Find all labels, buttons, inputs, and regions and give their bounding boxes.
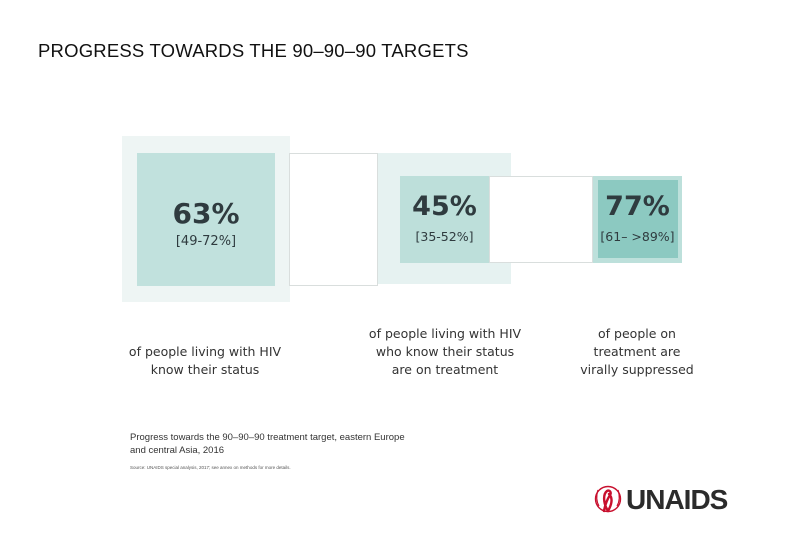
stage-1-percent: 63% — [137, 197, 275, 230]
stage-3-label-line: treatment are — [572, 343, 702, 361]
stage-3-label-line: virally suppressed — [572, 361, 702, 379]
ribbon-emblem-icon — [592, 484, 624, 514]
stage-2-label: of people living with HIV who know their… — [355, 325, 535, 379]
stage-1-range: [49-72%] — [137, 234, 275, 249]
stage-2-gap-box — [489, 176, 593, 263]
logo-wordmark: UNAIDS — [626, 485, 727, 515]
stage-3-percent: 77% — [593, 191, 682, 222]
stage-2-label-line: are on treatment — [355, 361, 535, 379]
unaids-logo: UNAIDS — [592, 484, 778, 514]
stage-1-label: of people living with HIV know their sta… — [120, 343, 290, 379]
stage-2-label-line: of people living with HIV — [355, 325, 535, 343]
stage-3-range: [61– >89%] — [593, 229, 682, 244]
source-note: Source: UNAIDS special analysis, 2017; s… — [130, 465, 291, 470]
stage-2-range: [35-52%] — [400, 229, 489, 244]
stage-2-label-line: who know their status — [355, 343, 535, 361]
caption-line: Progress towards the 90–90–90 treatment … — [130, 431, 450, 444]
stage-1-label-line: know their status — [120, 361, 290, 379]
stage-3-label: of people on treatment are virally suppr… — [572, 325, 702, 379]
page-title: PROGRESS TOWARDS THE 90–90–90 TARGETS — [38, 40, 469, 62]
caption-line: and central Asia, 2016 — [130, 444, 450, 457]
stage-1-label-line: of people living with HIV — [120, 343, 290, 361]
figure-caption: Progress towards the 90–90–90 treatment … — [130, 431, 450, 457]
stage-3-label-line: of people on — [572, 325, 702, 343]
stage-2-percent: 45% — [400, 191, 489, 222]
stage-1-gap-box — [289, 153, 378, 286]
